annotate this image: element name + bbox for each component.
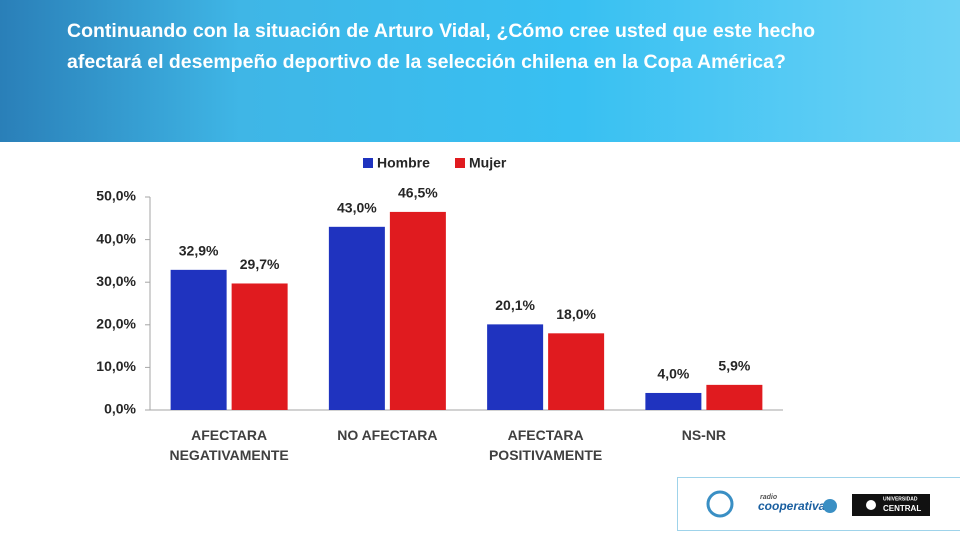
- bar: [231, 283, 288, 410]
- logo-block: [852, 494, 930, 516]
- bar: [389, 211, 446, 410]
- value-label: 32,9%: [179, 243, 219, 259]
- bar: [328, 226, 385, 410]
- y-tick-label: 0,0%: [104, 401, 136, 417]
- value-label: 29,7%: [240, 256, 280, 272]
- y-tick-label: 40,0%: [96, 230, 136, 246]
- y-tick-label: 50,0%: [96, 188, 136, 204]
- bar: [548, 333, 605, 410]
- logo-text: UNIVERSIDAD: [883, 496, 918, 502]
- bar: [645, 392, 702, 410]
- bar: [170, 269, 227, 410]
- bar: [706, 384, 763, 410]
- logo-text: CENTRAL: [883, 504, 921, 513]
- legend-swatch: [455, 158, 465, 168]
- x-tick-label: AFECTARA POSITIVAMENTE: [488, 427, 603, 463]
- logo-icon: [866, 500, 876, 510]
- value-label: 43,0%: [337, 200, 377, 216]
- globe-logo: [706, 490, 734, 518]
- x-tick-label: NO AFECTARA: [337, 427, 438, 443]
- chart-title: Continuando con la situación de Arturo V…: [67, 20, 815, 73]
- logo-icon: [823, 499, 837, 513]
- logo-text: cooperativa: [758, 499, 826, 513]
- x-tick-label: AFECTARA NEGATIVAMENTE: [169, 427, 289, 463]
- header-band: [0, 0, 960, 142]
- value-label: 20,1%: [495, 297, 535, 313]
- y-tick-label: 20,0%: [96, 316, 136, 332]
- legend-label: Mujer: [469, 155, 507, 171]
- x-tick-label: NS-NR: [681, 427, 727, 443]
- logos: radio cooperativa UNIVERSIDAD CENTRAL: [706, 490, 930, 518]
- legend-label: Hombre: [377, 155, 430, 171]
- y-tick-label: 10,0%: [96, 358, 136, 374]
- legend-swatch: [363, 158, 373, 168]
- value-label: 5,9%: [718, 358, 750, 374]
- value-label: 46,5%: [398, 185, 438, 201]
- value-label: 4,0%: [657, 366, 689, 382]
- value-label: 18,0%: [556, 306, 596, 322]
- footer-box: radio cooperativa UNIVERSIDAD CENTRAL: [677, 477, 960, 531]
- y-tick-label: 30,0%: [96, 273, 136, 289]
- bar: [487, 324, 544, 410]
- logo-text: radio: [760, 494, 778, 501]
